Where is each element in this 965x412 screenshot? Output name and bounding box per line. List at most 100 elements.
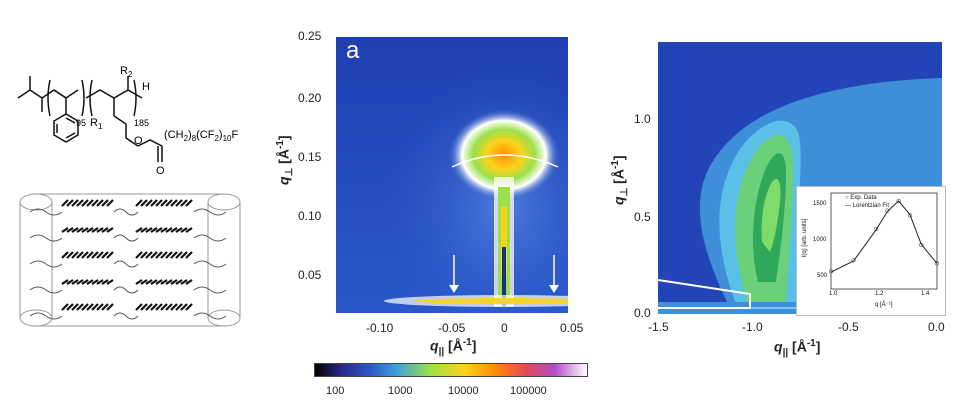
panel-b-x-axis-title: q|| [Å-1] <box>774 338 821 359</box>
mesogen-rod <box>101 279 109 285</box>
panel-a-xtick: 0.05 <box>560 321 584 335</box>
mesogen-rod <box>91 199 99 207</box>
mesogen-rod <box>71 227 79 233</box>
mesogen-rod <box>155 227 163 233</box>
panel-b-ytick: 0.0 <box>634 306 651 320</box>
mesogen-rod <box>150 251 158 259</box>
mesogen-rod <box>96 251 104 259</box>
inset-exp-point <box>874 226 879 232</box>
mesogen-rod <box>170 251 178 259</box>
inset-x-axis-title: q [Å⁻¹] <box>875 302 893 308</box>
inset-fit-line <box>830 200 938 273</box>
mesogen-rod <box>76 199 84 207</box>
mesogen-rod <box>96 279 104 285</box>
inset-exp-point <box>907 213 913 218</box>
inset-exp-point <box>851 258 856 263</box>
mesogen-rod <box>76 279 84 285</box>
mesogen-rod <box>170 227 178 233</box>
mesogen-rod <box>145 251 153 259</box>
self-assembly-schematic <box>10 190 250 330</box>
mesogen-rod <box>140 279 148 285</box>
mesogen-rod <box>91 303 99 311</box>
mesogen-rod <box>71 199 79 207</box>
panel-a-xtick: -0.05 <box>438 321 466 335</box>
mesogen-rod <box>145 303 153 311</box>
mesogen-rod <box>135 251 143 259</box>
inset-ytick: 1000 <box>813 237 827 243</box>
mesogen-rod <box>76 251 84 259</box>
inset-xtick: 1.0 <box>829 291 838 297</box>
mesogen-rod <box>106 227 114 233</box>
mesogen-rod <box>76 227 84 233</box>
mesogen-rod <box>66 199 74 207</box>
mesogen-rod <box>185 227 193 233</box>
mesogen-rod <box>150 279 158 285</box>
mesogen-rod <box>140 199 148 207</box>
mesogen-rod <box>101 251 109 259</box>
mesogen-rod <box>165 199 173 207</box>
panel-a-ytick: 0.20 <box>298 91 322 105</box>
mesogen-rod <box>160 199 168 207</box>
schematic-drawing <box>19 193 241 327</box>
mesogen-rod <box>140 303 148 311</box>
mesogen-rod <box>96 227 104 233</box>
mesogen-rod <box>81 199 89 207</box>
panel-a-ytick: 0.05 <box>298 268 322 282</box>
polymer-coil <box>29 208 227 216</box>
mesogen-rod <box>165 303 173 311</box>
inset-legend-exp: ○ Exp. Data <box>845 195 877 201</box>
mesogen-rod <box>150 227 158 233</box>
polymer-coil <box>29 234 227 242</box>
mesogen-rod <box>96 199 104 207</box>
h-end-label: H <box>142 81 150 93</box>
mesogen-rod <box>175 303 183 311</box>
colorbar <box>314 363 588 377</box>
mesogen-rod <box>135 303 143 311</box>
mesogen-rod <box>155 251 163 259</box>
mesogen-rod <box>61 227 69 233</box>
mesogen-rod <box>61 251 69 259</box>
mesogen-rod <box>101 227 109 233</box>
mesogen-rod <box>175 199 183 207</box>
panel-a-ytick: 0.15 <box>298 150 322 164</box>
fluoro-side-chain: (CH2)8(CF2)10F <box>164 129 239 143</box>
mesogen-rod <box>61 279 69 285</box>
panel-b-heatmap-svg <box>657 42 942 314</box>
r2-label: R2 <box>120 65 133 79</box>
mesogen-rod <box>185 199 193 207</box>
mesogen-rod <box>165 251 173 259</box>
mesogen-rod <box>106 279 114 285</box>
panel-b-y-axis-title: q⊥ [Å-1] <box>609 155 631 205</box>
panel-b-ytick: 1.0 <box>634 112 651 126</box>
panel-b: q⊥ [Å-1] 1.0 0.5 0.0 -1.5 -1.0 -0.5 0.0 … <box>600 40 960 370</box>
mesogen-rod <box>170 303 178 311</box>
mesogen-rod <box>101 303 109 311</box>
mesogen-rod <box>160 227 168 233</box>
inset-plot: ○ Exp. Data — Lorentzian Fit I(q) [arb. … <box>796 186 946 316</box>
mesogen-rod <box>66 303 74 311</box>
polymer-coil <box>29 312 227 320</box>
mesogen-rod <box>175 251 183 259</box>
mesogen-rod <box>96 303 104 311</box>
panel-b-ytick: 0.5 <box>634 210 651 224</box>
panel-a-label: a <box>346 37 360 64</box>
mesogen-rod <box>165 227 173 233</box>
mesogen-rod <box>106 251 114 259</box>
mesogen-rod <box>61 199 69 207</box>
mesogen-rod <box>180 251 188 259</box>
colorbar-tick: 10000 <box>448 385 479 397</box>
mesogen-rod <box>106 303 114 311</box>
mesogen-rod <box>101 199 109 207</box>
colorbar-tick: 1000 <box>388 385 413 397</box>
inset-exp-point <box>934 261 940 266</box>
mesogen-rod <box>135 279 143 285</box>
panel-a-x-axis-title: q|| [Å-1] <box>430 337 477 358</box>
mesogen-rod <box>66 251 74 259</box>
mesogen-rod <box>155 199 163 207</box>
mesogen-rod <box>66 227 74 233</box>
mesogen-rod <box>81 279 89 285</box>
inset-plot-svg <box>828 192 940 290</box>
carbonyl-oxygen: O <box>156 165 165 177</box>
mesogen-rod <box>71 279 79 285</box>
mesogen-rod <box>175 279 183 285</box>
